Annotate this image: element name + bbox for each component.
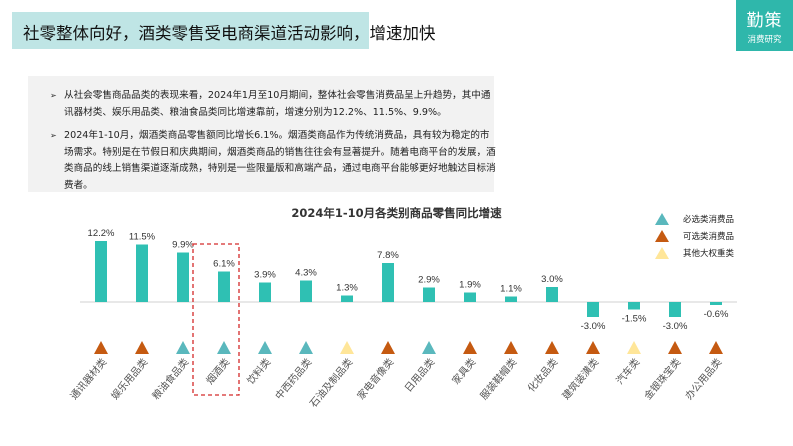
bar [464, 292, 476, 302]
summary-paragraph: ➢ 从社会零售商品品类的表现来看，2024年1月至10月期间，整体社会零售消费品呈… [50, 88, 496, 121]
data-label: -0.6% [704, 309, 729, 320]
category-label: 粮油食品类 [149, 356, 191, 403]
bar [136, 244, 148, 302]
bar [587, 302, 599, 317]
summary-paragraph: ➢ 2024年1-10月，烟酒类商品零售额同比增长6.1%。烟酒类商品作为传统消费… [50, 128, 496, 194]
category-label: 石油及制品类 [307, 356, 356, 410]
category-label: 建筑装潢类 [559, 356, 601, 403]
category-label: 办公用品类 [682, 356, 724, 403]
data-label: 9.9% [172, 240, 194, 251]
bar [259, 282, 271, 302]
triangle-icon [655, 246, 669, 259]
group-triangle-icon [135, 341, 149, 354]
bullet-icon: ➢ [50, 131, 57, 140]
bar [423, 287, 435, 302]
logo-subtitle: 消费研究 [747, 35, 782, 45]
data-label: 3.0% [541, 274, 563, 285]
group-triangle-icon [545, 341, 559, 354]
group-triangle-icon [504, 341, 518, 354]
category-label: 汽车类 [613, 356, 642, 387]
group-triangle-icon [217, 341, 231, 354]
triangle-icon [655, 212, 669, 225]
bar [341, 295, 353, 302]
category-label: 家电音像类 [354, 356, 396, 403]
data-label: 7.8% [377, 250, 399, 261]
group-triangle-icon [94, 341, 108, 354]
data-label: 3.9% [254, 270, 276, 281]
data-label: 12.2% [88, 228, 115, 239]
category-label: 娱乐用品类 [108, 356, 150, 403]
summary-panel: ➢ 从社会零售商品品类的表现来看，2024年1月至10月期间，整体社会零售消费品呈… [28, 76, 496, 194]
category-label: 烟酒类 [203, 356, 232, 387]
legend-label: 其他大权重类 [683, 248, 735, 259]
group-triangle-icon [176, 341, 190, 354]
data-label: 1.9% [459, 280, 481, 291]
bar [218, 271, 230, 302]
data-label: 6.1% [213, 259, 235, 270]
group-triangle-icon [299, 341, 313, 354]
legend-label: 可选类消费品 [683, 231, 735, 242]
legend-item: 可选类消费品 [655, 227, 734, 244]
bar [546, 287, 558, 302]
category-label: 化妆品类 [525, 356, 561, 395]
group-triangle-icon [258, 341, 272, 354]
group-triangle-icon [586, 341, 600, 354]
category-label: 服装鞋帽类 [477, 356, 519, 403]
category-label: 金银珠宝类 [641, 356, 683, 403]
legend-item: 其他大权重类 [655, 244, 734, 261]
logo-name: 勤策 [746, 11, 783, 31]
bar [628, 302, 640, 310]
data-label: 2.9% [418, 275, 440, 286]
chart-title: 2024年1-10月各类别商品零售同比增速 [291, 206, 502, 220]
logo: 勤策 消费研究 [736, 0, 793, 51]
highlight-box [192, 243, 240, 396]
legend-item: 必选类消费品 [655, 210, 734, 227]
data-label: 11.5% [129, 232, 156, 243]
page-title: 社零整体向好，酒类零售受电商渠道活动影响，增速加快 [23, 24, 436, 43]
bar [95, 241, 107, 302]
data-label: 4.3% [295, 268, 317, 279]
triangle-icon [655, 229, 669, 242]
title-bar: 社零整体向好，酒类零售受电商渠道活动影响，增速加快 [12, 12, 436, 49]
bullet-icon: ➢ [50, 91, 57, 100]
bar [300, 280, 312, 302]
group-triangle-icon [422, 341, 436, 354]
chart-legend: 必选类消费品 可选类消费品 其他大权重类 [655, 210, 734, 261]
category-label: 家具类 [449, 356, 478, 387]
bar [669, 302, 681, 317]
group-triangle-icon [463, 341, 477, 354]
legend-label: 必选类消费品 [683, 214, 735, 225]
bar [710, 302, 722, 305]
data-label: -1.5% [622, 314, 647, 325]
group-triangle-icon [709, 341, 723, 354]
data-label: 1.3% [336, 283, 358, 294]
category-label: 饮料类 [244, 356, 273, 387]
category-label: 通讯器材类 [67, 356, 109, 403]
bar [177, 252, 189, 302]
data-label: -3.0% [663, 321, 688, 332]
category-label: 中西药品类 [272, 356, 314, 403]
paragraph-text: 2024年1-10月，烟酒类商品零售额同比增长6.1%。烟酒类商品作为传统消费品… [64, 130, 496, 191]
group-triangle-icon [627, 341, 641, 354]
paragraph-text: 从社会零售商品品类的表现来看，2024年1月至10月期间，整体社会零售消费品呈上… [64, 90, 491, 118]
group-triangle-icon [381, 341, 395, 354]
bar [505, 296, 517, 302]
data-label: 1.1% [500, 284, 522, 295]
data-label: -3.0% [581, 321, 606, 332]
category-label: 日用品类 [402, 356, 438, 395]
bar [382, 263, 394, 302]
group-triangle-icon [668, 341, 682, 354]
group-triangle-icon [340, 341, 354, 354]
